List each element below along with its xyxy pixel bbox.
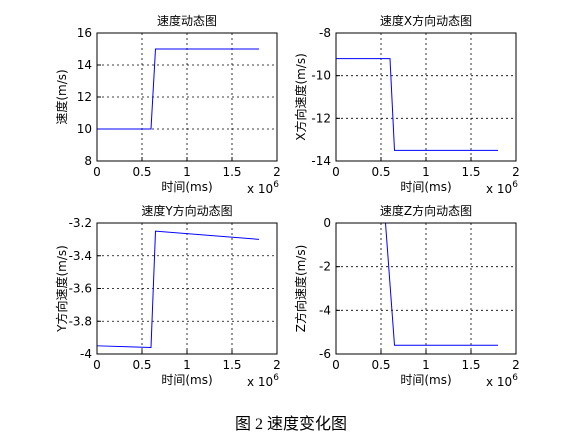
x-tick-label: 0.5 (371, 358, 390, 372)
y-tick-label: 12 (77, 90, 92, 104)
x-scale-base: x 10 (486, 182, 512, 196)
subplot-title: 速度X方向动态图 (380, 13, 472, 28)
plot-area (336, 33, 516, 161)
y-tick-label: -6 (319, 347, 331, 361)
x-scale-exponent: 6 (512, 180, 518, 190)
x-tick-label: 0 (332, 358, 340, 372)
y-axis-label: 速度(m/s) (54, 69, 69, 124)
x-tick-label: 0.5 (132, 165, 151, 179)
x-tick-label: 0 (93, 165, 101, 179)
x-tick-label: 2 (512, 358, 520, 372)
x-tick-label: 1 (183, 165, 191, 179)
y-tick-label: -3.8 (69, 314, 92, 328)
x-tick-label: 1.5 (461, 165, 480, 179)
x-axis-label: 时间(ms) (161, 180, 212, 194)
x-scale-exponent: 6 (273, 373, 279, 383)
subplot-title: 速度Y方向动态图 (141, 203, 232, 218)
x-tick-label: 2 (512, 165, 520, 179)
x-scale-label: x 106 (486, 180, 518, 196)
y-tick-label: 10 (77, 122, 92, 136)
x-scale-label: x 106 (247, 373, 279, 389)
y-axis-label: X方向速度(m/s) (293, 53, 308, 141)
x-tick-label: 0.5 (371, 165, 390, 179)
x-tick-label: 2 (273, 165, 281, 179)
x-tick-label: 0 (332, 165, 340, 179)
axes-box (96, 222, 278, 355)
x-tick-label: 0 (93, 358, 101, 372)
x-tick-label: 1 (422, 358, 430, 372)
y-tick-label: 8 (84, 154, 92, 168)
y-tick-label: -4 (319, 303, 331, 317)
subplot-title: 速度Z方向动态图 (380, 203, 472, 218)
axes-box (96, 32, 278, 162)
y-axis-label: Z方向速度(m/s) (293, 245, 308, 333)
x-scale-label: x 106 (486, 373, 518, 389)
y-tick-label: -14 (311, 154, 331, 168)
x-axis-label: 时间(ms) (161, 373, 212, 387)
data-line (336, 58, 498, 151)
x-tick-label: 0.5 (132, 358, 151, 372)
x-axis-label: 时间(ms) (400, 373, 451, 387)
caption: 图 2 速度变化图 (235, 415, 347, 433)
x-axis-label: 时间(ms) (400, 180, 451, 194)
x-scale-base: x 10 (486, 375, 512, 389)
y-tick-label: -10 (311, 69, 331, 83)
x-scale-exponent: 6 (273, 180, 279, 190)
axes-box (335, 32, 517, 162)
axes-box (335, 222, 517, 355)
y-tick-label: -2 (319, 260, 331, 274)
x-tick-label: 1.5 (222, 165, 241, 179)
subplot-title: 速度动态图 (157, 13, 217, 28)
y-tick-label: -3.6 (69, 282, 92, 296)
data-line (97, 48, 259, 130)
x-scale-base: x 10 (247, 182, 273, 196)
x-tick-label: 1 (183, 358, 191, 372)
y-tick-label: 14 (77, 58, 92, 72)
y-tick-label: 16 (77, 26, 92, 40)
x-tick-label: 2 (273, 358, 281, 372)
x-tick-label: 1.5 (222, 358, 241, 372)
x-tick-label: 1.5 (461, 358, 480, 372)
x-scale-base: x 10 (247, 375, 273, 389)
y-tick-label: -4 (80, 347, 92, 361)
y-tick-label: 0 (323, 216, 331, 230)
x-tick-label: 1 (422, 165, 430, 179)
y-tick-label: -3.2 (69, 216, 92, 230)
x-scale-exponent: 6 (512, 373, 518, 383)
y-tick-label: -12 (311, 111, 331, 125)
x-scale-label: x 106 (247, 180, 279, 196)
y-axis-label: Y方向速度(m/s) (54, 245, 69, 333)
y-tick-label: -3.4 (69, 249, 92, 263)
data-line (96, 230, 260, 348)
y-tick-label: -8 (319, 26, 331, 40)
